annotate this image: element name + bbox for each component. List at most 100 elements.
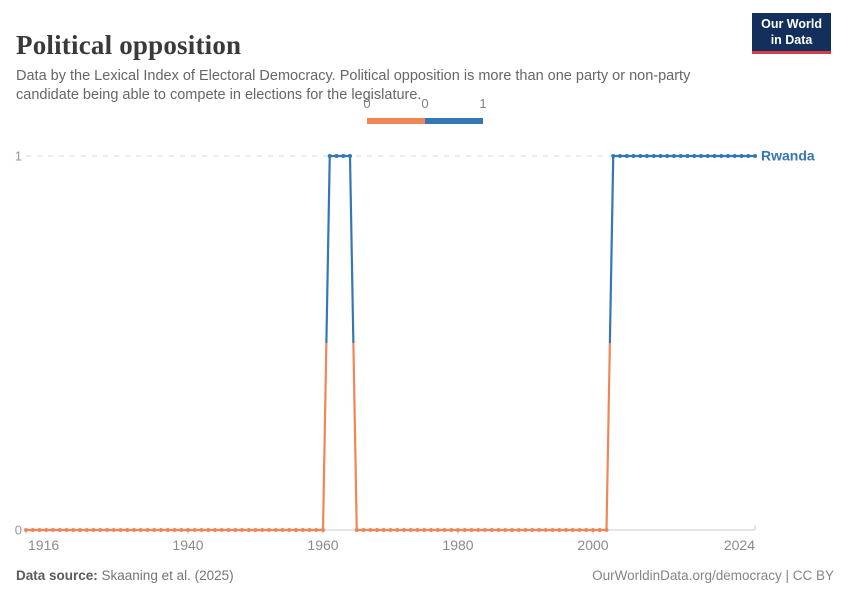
data-point bbox=[213, 528, 217, 532]
data-point bbox=[314, 528, 319, 532]
data-source-label: Data source: bbox=[16, 568, 98, 583]
data-point bbox=[294, 528, 298, 532]
data-point bbox=[564, 528, 568, 532]
data-point bbox=[631, 154, 636, 158]
data-point bbox=[719, 154, 724, 158]
data-point bbox=[280, 528, 285, 532]
owid-logo-line1: Our World bbox=[761, 17, 822, 31]
data-point bbox=[111, 528, 116, 532]
data-point bbox=[523, 528, 528, 532]
data-point bbox=[192, 528, 197, 532]
data-point bbox=[415, 528, 420, 532]
data-point bbox=[361, 528, 366, 532]
x-tick-label: 2000 bbox=[577, 537, 608, 553]
data-point bbox=[273, 528, 278, 532]
data-point bbox=[125, 528, 130, 532]
data-source-value: Skaaning et al. (2025) bbox=[97, 568, 234, 583]
data-point bbox=[685, 154, 690, 158]
data-point bbox=[327, 154, 332, 158]
x-tick-label: 1940 bbox=[172, 537, 203, 553]
data-point bbox=[665, 154, 670, 158]
data-point bbox=[138, 528, 143, 532]
legend-label-0: 0 bbox=[363, 96, 371, 111]
data-point bbox=[260, 528, 265, 532]
data-point bbox=[672, 154, 676, 158]
data-point bbox=[456, 528, 460, 532]
data-point bbox=[57, 528, 62, 532]
data-point bbox=[651, 154, 656, 158]
data-point bbox=[219, 528, 224, 532]
data-point bbox=[746, 154, 751, 158]
data-point bbox=[645, 154, 649, 158]
data-line-segment bbox=[608, 155, 615, 344]
data-point bbox=[267, 528, 271, 532]
data-line-segment bbox=[352, 342, 358, 531]
data-point bbox=[51, 528, 55, 532]
y-tick-label: 1 bbox=[15, 149, 22, 164]
data-point bbox=[483, 528, 487, 532]
data-point bbox=[321, 528, 325, 532]
owid-logo[interactable]: Our World in Data bbox=[752, 13, 831, 55]
data-point bbox=[78, 528, 82, 532]
data-point bbox=[584, 528, 589, 532]
data-point bbox=[287, 528, 292, 532]
x-tick-label: 1960 bbox=[307, 537, 338, 553]
data-point bbox=[591, 528, 595, 532]
data-point bbox=[388, 528, 393, 532]
data-point bbox=[37, 528, 42, 532]
data-point bbox=[348, 154, 352, 158]
data-point bbox=[496, 528, 501, 532]
data-source: Data source: Skaaning et al. (2025) bbox=[16, 568, 234, 583]
data-point bbox=[435, 528, 440, 532]
data-point bbox=[604, 528, 609, 532]
data-point bbox=[543, 528, 548, 532]
data-point bbox=[624, 154, 629, 158]
data-point bbox=[597, 528, 602, 532]
chart-title: Political opposition bbox=[16, 30, 242, 61]
attribution-link[interactable]: OurWorldinData.org/democracy | CC BY bbox=[592, 568, 834, 583]
data-point bbox=[516, 528, 521, 532]
data-point bbox=[132, 528, 136, 532]
data-point bbox=[179, 528, 184, 532]
data-point bbox=[381, 528, 386, 532]
chart-footer: Data source: Skaaning et al. (2025) OurW… bbox=[16, 568, 834, 583]
data-point bbox=[476, 528, 481, 532]
series-label-rwanda[interactable]: Rwanda bbox=[761, 148, 815, 164]
data-point bbox=[489, 528, 494, 532]
data-line-segment bbox=[605, 342, 611, 531]
data-point bbox=[98, 528, 103, 532]
data-point bbox=[449, 528, 454, 532]
data-point bbox=[550, 528, 555, 532]
data-point bbox=[726, 154, 730, 158]
legend-swatch-value-1[interactable] bbox=[425, 118, 483, 124]
data-point bbox=[557, 528, 562, 532]
data-point bbox=[537, 528, 541, 532]
data-point bbox=[469, 528, 474, 532]
data-point bbox=[408, 528, 413, 532]
data-point bbox=[658, 154, 663, 158]
data-point bbox=[402, 528, 406, 532]
data-point bbox=[64, 528, 69, 532]
data-point bbox=[422, 528, 427, 532]
data-point bbox=[570, 528, 575, 532]
data-point bbox=[699, 154, 703, 158]
data-point bbox=[253, 528, 258, 532]
data-point bbox=[159, 528, 163, 532]
data-line-segment bbox=[348, 155, 355, 344]
data-point bbox=[638, 154, 643, 158]
data-point bbox=[678, 154, 683, 158]
data-point bbox=[442, 528, 447, 532]
data-point bbox=[199, 528, 204, 532]
data-point bbox=[368, 528, 373, 532]
data-point bbox=[246, 528, 251, 532]
data-point bbox=[118, 528, 123, 532]
data-point bbox=[165, 528, 170, 532]
data-point bbox=[233, 528, 238, 532]
data-point bbox=[503, 528, 508, 532]
legend-label-1: 0 bbox=[421, 96, 429, 111]
data-point bbox=[341, 154, 346, 158]
legend-swatch-value-0[interactable] bbox=[367, 118, 425, 124]
